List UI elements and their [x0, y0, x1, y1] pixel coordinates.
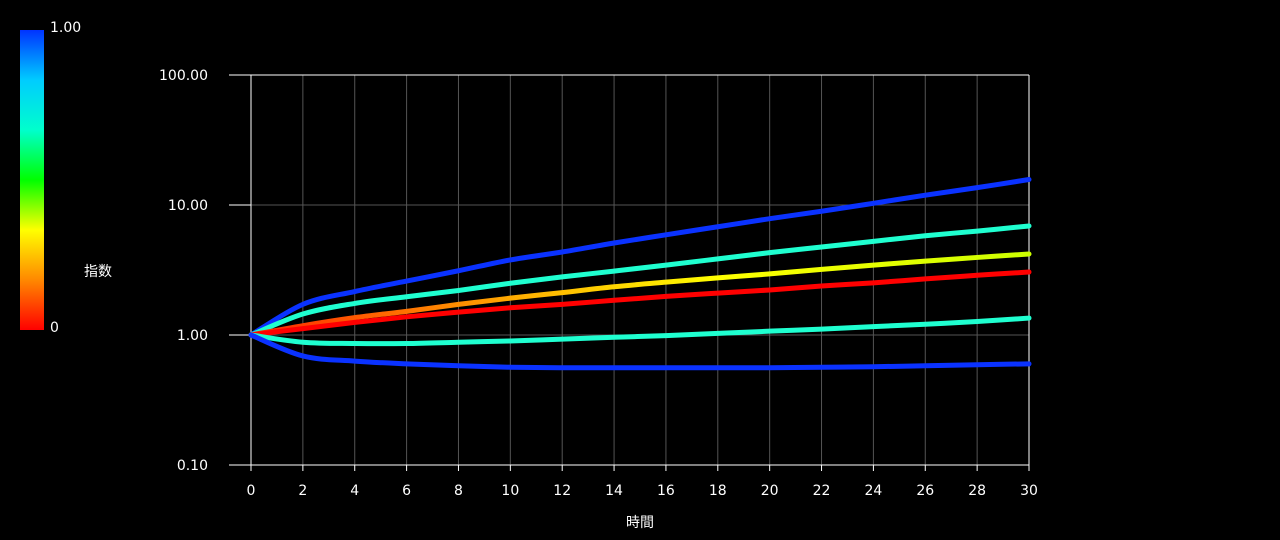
- x-tick-label: 28: [968, 483, 986, 499]
- x-tick-label: 22: [813, 483, 831, 499]
- x-tick-label: 8: [454, 483, 463, 499]
- colorbar-title: 指数: [84, 264, 112, 280]
- series-lines: [248, 177, 1032, 371]
- y-tick-label: 100.00: [159, 68, 208, 84]
- series-line-1: [248, 177, 1032, 338]
- x-tick-label: 4: [350, 483, 359, 499]
- x-tick-label: 20: [761, 483, 779, 499]
- colorbar-max-label: 1.00: [50, 20, 82, 36]
- x-axis-label: 時間: [626, 515, 654, 531]
- x-tick-label: 6: [402, 483, 411, 499]
- x-tick-label: 14: [605, 483, 623, 499]
- series-line-2: [248, 223, 1032, 338]
- colorbar-min-label: 0: [50, 320, 59, 336]
- chart-axes: [229, 74, 1030, 471]
- x-tick-label: 0: [247, 483, 256, 499]
- y-tick-label: 10.00: [168, 198, 208, 214]
- series-line-4: [248, 269, 1032, 338]
- x-tick-label: 10: [501, 483, 519, 499]
- x-tick-label: 18: [709, 483, 727, 499]
- series-line-5: [248, 315, 1032, 347]
- tick-labels: 0 2 4 6 8 10 12 14 16 18 20 22 24 26 28 300.101.0010.00…: [159, 68, 1038, 499]
- x-tick-label: 2: [298, 483, 307, 499]
- x-tick-label: 30: [1020, 483, 1038, 499]
- series-line-3: [248, 251, 1032, 338]
- x-tick-label: 16: [657, 483, 675, 499]
- colorbar-gradient: [20, 30, 44, 330]
- x-tick-label: 24: [864, 483, 882, 499]
- series-line-6: [248, 332, 1032, 371]
- y-tick-label: 1.00: [177, 328, 208, 344]
- x-tick-label: 12: [553, 483, 571, 499]
- y-tick-label: 0.10: [177, 458, 208, 474]
- x-tick-label: 26: [916, 483, 934, 499]
